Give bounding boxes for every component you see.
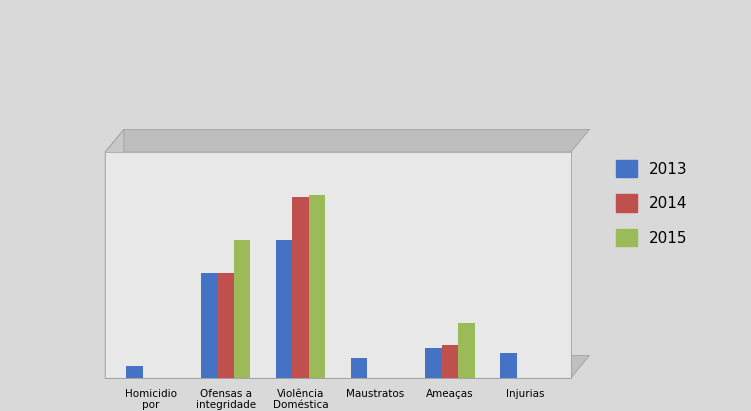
Bar <box>351 358 367 378</box>
Bar <box>442 346 458 378</box>
Bar <box>201 272 218 378</box>
Bar <box>458 323 475 378</box>
Legend: 2013, 2014, 2015: 2013, 2014, 2015 <box>616 160 688 246</box>
Bar <box>426 348 442 378</box>
Bar <box>234 240 250 378</box>
Bar <box>292 197 309 378</box>
Bar <box>276 240 292 378</box>
Bar <box>218 272 234 378</box>
Bar <box>500 353 517 378</box>
Bar <box>309 195 325 378</box>
Bar <box>126 365 143 378</box>
